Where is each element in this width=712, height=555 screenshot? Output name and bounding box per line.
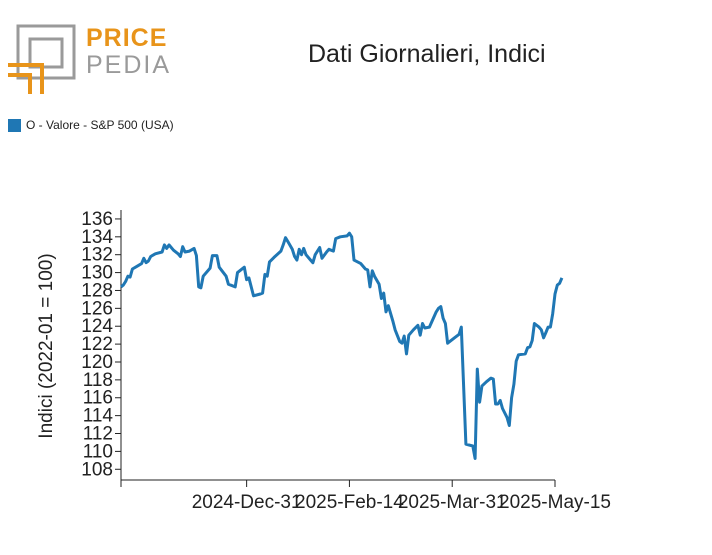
y-tick-label: 114 xyxy=(83,406,114,427)
y-tick-label: 120 xyxy=(81,352,113,373)
pricepedia-logo: PRICE PEDIA xyxy=(8,24,172,94)
series-line xyxy=(120,231,564,460)
y-tick-label: 116 xyxy=(83,388,113,409)
x-axis: 2024-Dec-312025-Feb-142025-Mar-312025-Ma… xyxy=(120,479,611,513)
logo-text-pedia: PEDIA xyxy=(86,51,172,79)
y-tick-label: 110 xyxy=(83,441,113,462)
x-tick-label: 2024-Dec-31 xyxy=(192,492,302,513)
y-tick-label: 136 xyxy=(81,209,113,230)
legend-label: O - Valore - S&P 500 (USA) xyxy=(26,118,174,132)
logo-text-price: PRICE xyxy=(86,24,168,52)
x-tick-label: 2025-Feb-14 xyxy=(295,492,404,513)
y-tick-label: 118 xyxy=(83,370,113,391)
legend-swatch xyxy=(8,118,21,132)
y-tick-label: 112 xyxy=(83,424,113,445)
chart-title: Dati Giornalieri, Indici xyxy=(308,40,546,68)
legend: O - Valore - S&P 500 (USA) xyxy=(8,118,174,132)
y-tick-label: 128 xyxy=(81,280,113,301)
x-tick-label: 2025-May-15 xyxy=(499,492,611,513)
y-axis: 1081101121141161181201221241261281301321… xyxy=(81,209,122,480)
y-axis-label: Indici (2022-01 = 100) xyxy=(36,253,57,438)
y-tick-label: 108 xyxy=(81,459,113,480)
y-tick-label: 124 xyxy=(81,316,113,337)
x-tick-label: 2025-Mar-31 xyxy=(398,492,507,513)
series-layer xyxy=(120,231,564,460)
y-tick-label: 122 xyxy=(81,334,113,355)
y-tick-label: 132 xyxy=(81,245,113,266)
y-tick-label: 126 xyxy=(81,298,113,319)
y-tick-label: 134 xyxy=(81,227,113,248)
logo-mark-icon xyxy=(8,24,76,94)
y-tick-label: 130 xyxy=(81,263,113,284)
